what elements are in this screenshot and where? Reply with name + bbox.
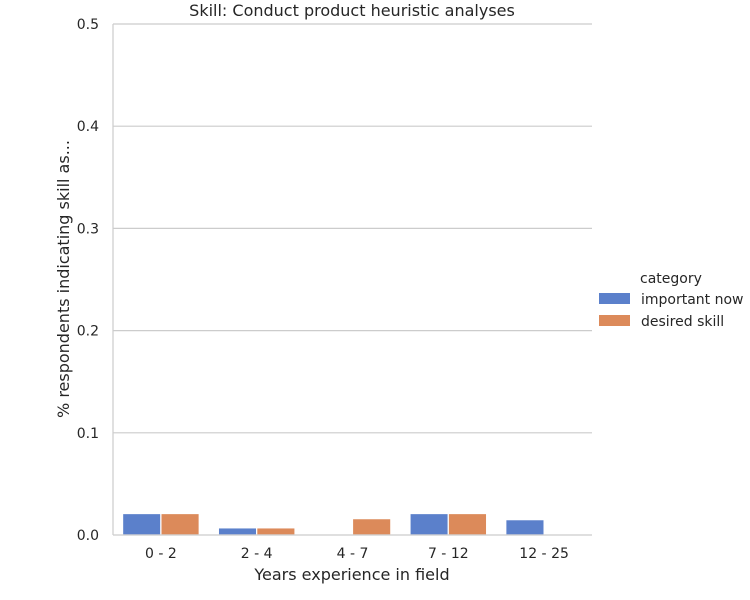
bar-desired-skill xyxy=(351,518,392,536)
bar-important-now xyxy=(217,527,258,536)
legend-items: important now desired skill xyxy=(599,292,744,330)
x-tick-label: 2 - 4 xyxy=(241,546,273,562)
x-tick-label: 4 - 7 xyxy=(337,546,369,562)
x-tick-label: 0 - 2 xyxy=(145,546,177,562)
legend-title: category xyxy=(640,271,702,287)
bars xyxy=(121,512,545,536)
axes xyxy=(112,24,592,536)
legend-swatch xyxy=(599,315,630,326)
y-tick-label: 0.2 xyxy=(77,324,99,340)
y-gridlines xyxy=(113,23,592,434)
legend-swatch xyxy=(599,293,630,304)
legend-label: important now xyxy=(641,292,744,308)
x-axis-label: Years experience in field xyxy=(253,565,449,584)
y-tick-label: 0.4 xyxy=(77,119,99,135)
chart-title: Skill: Conduct product heuristic analyse… xyxy=(189,1,515,20)
bar-desired-skill xyxy=(447,512,488,536)
y-tick-label: 0.5 xyxy=(77,17,99,33)
y-tick-label: 0.0 xyxy=(77,528,99,544)
bar-important-now xyxy=(505,519,545,536)
legend-label: desired skill xyxy=(641,314,724,330)
x-tick-label: 7 - 12 xyxy=(428,546,469,562)
bar-important-now xyxy=(121,512,162,536)
x-tick-labels: 0 - 2 2 - 4 4 - 7 7 - 12 12 - 25 xyxy=(145,546,569,562)
y-tick-label: 0.3 xyxy=(77,221,99,237)
bar-desired-skill xyxy=(160,512,200,536)
legend: category important now desired skill xyxy=(599,271,744,330)
y-tick-labels: 0.0 0.1 0.2 0.3 0.4 0.5 xyxy=(77,17,99,544)
y-tick-label: 0.1 xyxy=(77,426,99,442)
y-axis-label: % respondents indicating skill as... xyxy=(54,140,73,418)
bar-important-now xyxy=(409,512,449,536)
x-tick-label: 12 - 25 xyxy=(519,546,569,562)
bar-desired-skill xyxy=(256,527,296,536)
